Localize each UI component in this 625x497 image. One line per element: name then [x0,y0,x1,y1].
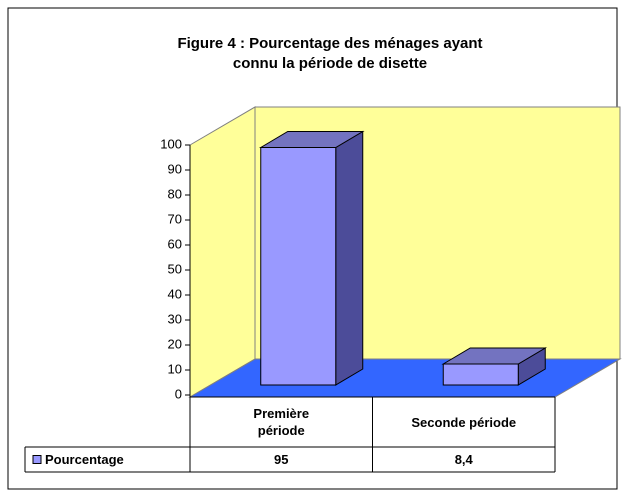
legend-label: Pourcentage [45,452,124,467]
bar [442,363,519,386]
y-tick-label: 10 [168,361,182,376]
table-value: 95 [274,452,289,467]
table-value: 8,4 [454,452,473,467]
bar-side [335,130,364,386]
y-tick-label: 80 [168,186,182,201]
y-tick-label: 20 [168,336,182,351]
legend-swatch [32,455,42,464]
table-header: Première période [253,406,310,438]
y-tick-label: 70 [168,211,182,226]
side-wall [189,106,256,398]
table-header: Seconde période [411,414,517,430]
y-tick-label: 50 [168,261,182,276]
y-tick-label: 0 [175,386,182,401]
y-tick-label: 60 [168,236,182,251]
y-tick-label: 90 [168,161,182,176]
bar [260,147,337,386]
floor [188,358,622,398]
y-tick-label: 100 [160,136,182,151]
y-tick-label: 40 [168,286,182,301]
chart-title: Figure 4 : Pourcentage des ménages ayant… [177,35,483,72]
y-tick-label: 30 [168,311,182,326]
